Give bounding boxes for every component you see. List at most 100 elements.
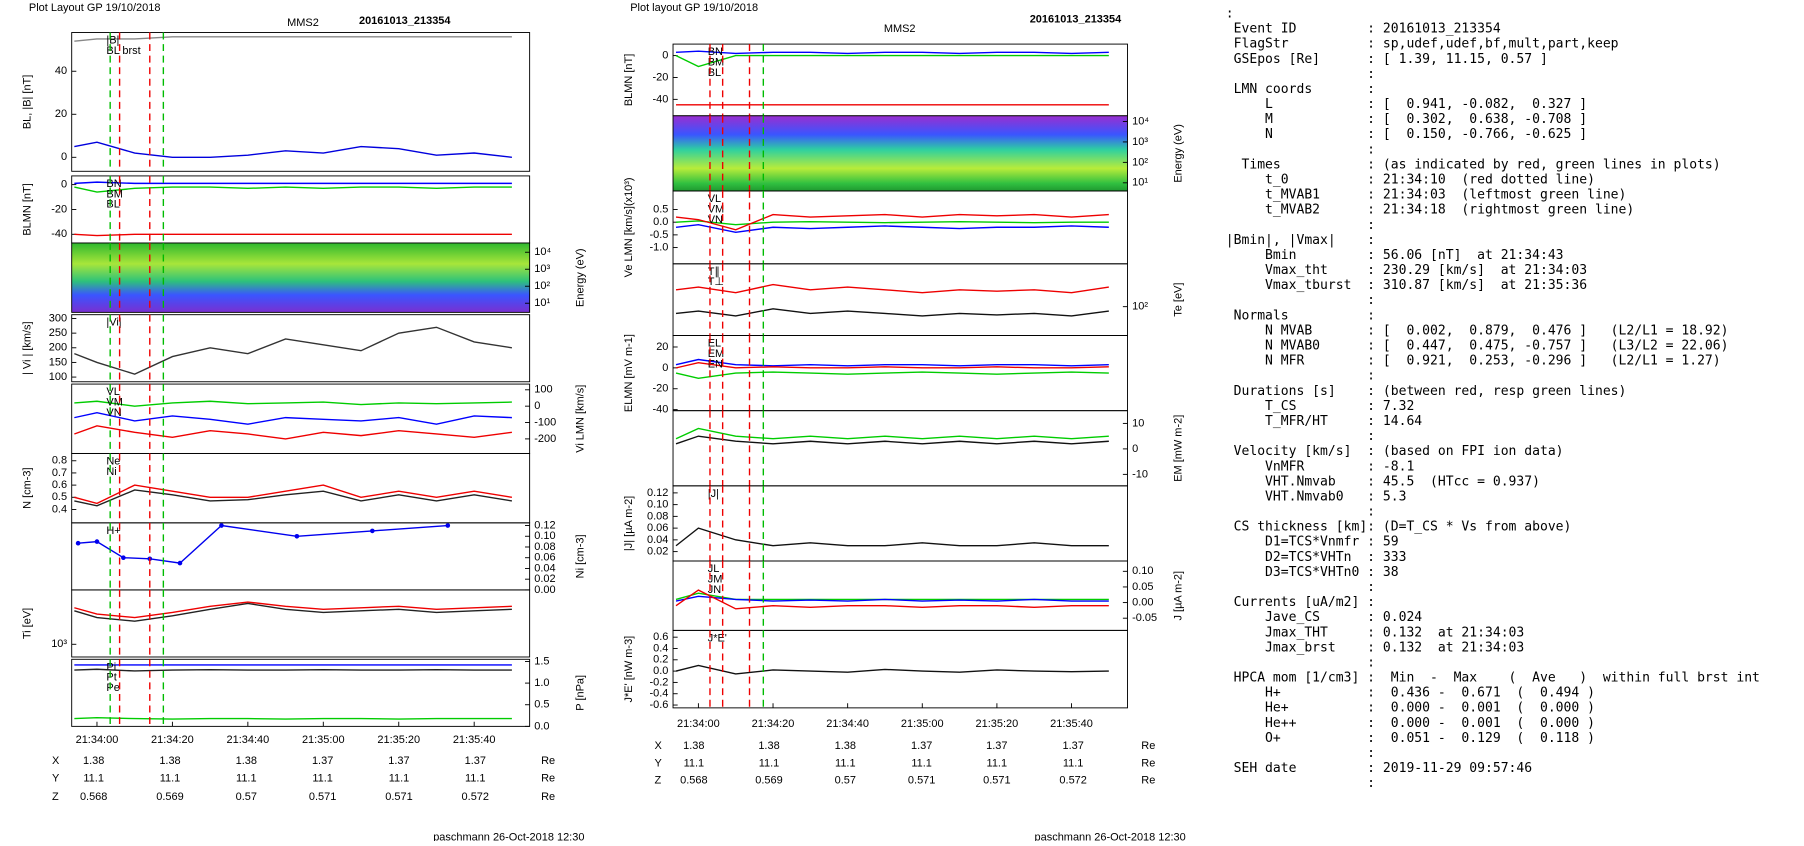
table-cell: 0.572 bbox=[462, 791, 489, 803]
event-label: 20161013_213354 bbox=[1030, 14, 1122, 26]
y-axis-label: Te [eV] bbox=[1172, 283, 1184, 317]
trace bbox=[74, 425, 512, 440]
legend-entry: Pe bbox=[106, 682, 119, 694]
y-tick-label: -0.4 bbox=[649, 688, 668, 700]
info-line: Normals : bbox=[1226, 308, 1375, 323]
table-cell: Re bbox=[541, 791, 555, 803]
trace bbox=[74, 400, 512, 407]
event-label: 20161013_213354 bbox=[359, 15, 451, 27]
legend-entry: BL bbox=[106, 199, 119, 211]
y-tick-label: 0.00 bbox=[1132, 596, 1153, 608]
y-tick-label: -20 bbox=[653, 71, 669, 83]
trace bbox=[675, 427, 1109, 440]
info-line: VHT.Nmvab : 45.5 (HTcc = 0.937) bbox=[1226, 474, 1540, 489]
y-tick-label: 0.04 bbox=[534, 562, 555, 574]
y-tick-label: 1.0 bbox=[534, 677, 549, 689]
table-cell: 1.38 bbox=[159, 755, 180, 767]
y-axis-label: Energy (eV) bbox=[574, 248, 586, 307]
table-cell: 11.1 bbox=[465, 772, 486, 784]
info-line: N MVAB0 : [ 0.447, 0.475, -0.757 ] (L3/L… bbox=[1226, 339, 1729, 354]
y-tick-label: 0.5 bbox=[534, 699, 549, 711]
info-line: Vmax_tburst : 310.87 [km/s] at 21:35:36 bbox=[1226, 278, 1587, 293]
y-tick-label: 40 bbox=[55, 65, 67, 77]
y-tick-label: 0 bbox=[662, 362, 668, 374]
y-axis-label: Ve LMN [km/s](x10³) bbox=[623, 177, 635, 277]
y-axis-label: | Vi | [km/s] bbox=[22, 321, 34, 375]
y-tick-label: 0.6 bbox=[52, 479, 67, 491]
info-line: t_MVAB2 : 21:34:18 (rightmost green line… bbox=[1226, 203, 1634, 218]
x-tick-label: 21:35:00 bbox=[302, 734, 345, 746]
trace bbox=[78, 524, 448, 564]
info-line: : bbox=[1226, 580, 1375, 595]
y-tick-label: 0.7 bbox=[52, 467, 67, 479]
table-cell: 1.37 bbox=[986, 740, 1007, 752]
y-tick-label: 0.04 bbox=[647, 534, 668, 546]
info-line: : bbox=[1226, 369, 1375, 384]
table-cell: 11.1 bbox=[1063, 757, 1084, 769]
trace bbox=[74, 181, 512, 185]
table-cell: Re bbox=[541, 755, 555, 767]
x-tick-label: 21:35:40 bbox=[453, 734, 496, 746]
y-tick-label: -0.6 bbox=[649, 699, 668, 711]
y-tick-label: 10² bbox=[1132, 301, 1148, 313]
info-line: HPCA mom [1/cm3] : Min - Max ( Ave ) wit… bbox=[1226, 671, 1760, 686]
info-line: t_MVAB1 : 21:34:03 (leftmost green line) bbox=[1226, 188, 1627, 203]
table-cell: 1.38 bbox=[758, 740, 779, 752]
table-cell: 0.569 bbox=[755, 775, 782, 787]
panel-frame bbox=[71, 32, 531, 172]
panel-frame bbox=[672, 485, 1128, 562]
trace bbox=[675, 595, 1109, 602]
y-tick-label: 10² bbox=[534, 280, 550, 292]
y-tick-label: -200 bbox=[534, 433, 556, 445]
panel-frame bbox=[71, 314, 531, 383]
info-line: Currents [uA/m2] : bbox=[1226, 595, 1375, 610]
x-tick-label: 21:35:00 bbox=[901, 718, 944, 730]
trace bbox=[74, 326, 513, 375]
table-cell: 11.1 bbox=[236, 772, 257, 784]
y-tick-label: -10 bbox=[1132, 468, 1148, 480]
trace-point bbox=[370, 528, 375, 534]
trace bbox=[675, 435, 1109, 445]
info-line: L : [ 0.941, -0.082, 0.327 ] bbox=[1226, 97, 1587, 112]
table-cell: 1.37 bbox=[911, 740, 932, 752]
trace bbox=[675, 527, 1109, 547]
y-tick-label: 1.5 bbox=[534, 655, 549, 667]
legend-entry: Pt bbox=[106, 672, 116, 684]
table-cell: 0.57 bbox=[835, 775, 856, 787]
y-tick-label: -0.05 bbox=[1132, 612, 1157, 624]
legend-entry: VN bbox=[708, 214, 723, 226]
table-cell: 11.1 bbox=[684, 757, 705, 769]
trace bbox=[74, 484, 513, 505]
table-cell: 11.1 bbox=[389, 772, 410, 784]
table-cell: 1.38 bbox=[83, 755, 104, 767]
table-cell: X bbox=[52, 755, 60, 767]
y-tick-label: 0.12 bbox=[647, 487, 668, 499]
x-tick-label: 21:34:40 bbox=[227, 734, 270, 746]
table-cell: Z bbox=[52, 791, 59, 803]
y-tick-label: 10⁴ bbox=[1132, 115, 1149, 127]
x-tick-label: 21:35:20 bbox=[377, 734, 420, 746]
trace bbox=[74, 233, 512, 237]
panel-frame bbox=[71, 522, 531, 591]
info-line: N MVAB : [ 0.002, 0.879, 0.476 ] (L2/L1 … bbox=[1226, 323, 1729, 338]
table-cell: 11.1 bbox=[83, 772, 104, 784]
y-tick-label: 0.05 bbox=[1132, 581, 1153, 593]
table-cell: 1.37 bbox=[388, 755, 409, 767]
table-cell: Re bbox=[541, 772, 555, 784]
trace bbox=[74, 489, 513, 507]
info-line: t_0 : 21:34:10 (red dotted line) bbox=[1226, 173, 1595, 188]
table-cell: 11.1 bbox=[911, 757, 932, 769]
y-tick-label: 0.4 bbox=[653, 642, 668, 654]
info-line: N MFR : [ 0.921, 0.253, -0.296 ] (L2/L1 … bbox=[1226, 354, 1721, 369]
info-line: SEH date : 2019-11-29 09:57:46 bbox=[1226, 761, 1532, 776]
info-line: Event ID : 20161013_213354 bbox=[1226, 22, 1501, 37]
table-cell: 11.1 bbox=[987, 757, 1008, 769]
info-line: T_CS : 7.32 bbox=[1226, 399, 1415, 414]
info-line: Durations [s] : (between red, resp green… bbox=[1226, 384, 1627, 399]
trace-point bbox=[177, 560, 183, 566]
y-tick-label: 10³ bbox=[1132, 136, 1148, 148]
y-axis-label: BLMN [nT] bbox=[623, 54, 635, 106]
x-tick-label: 21:34:20 bbox=[151, 734, 194, 746]
y-axis-label: J*E' [nW m-3] bbox=[623, 636, 635, 703]
